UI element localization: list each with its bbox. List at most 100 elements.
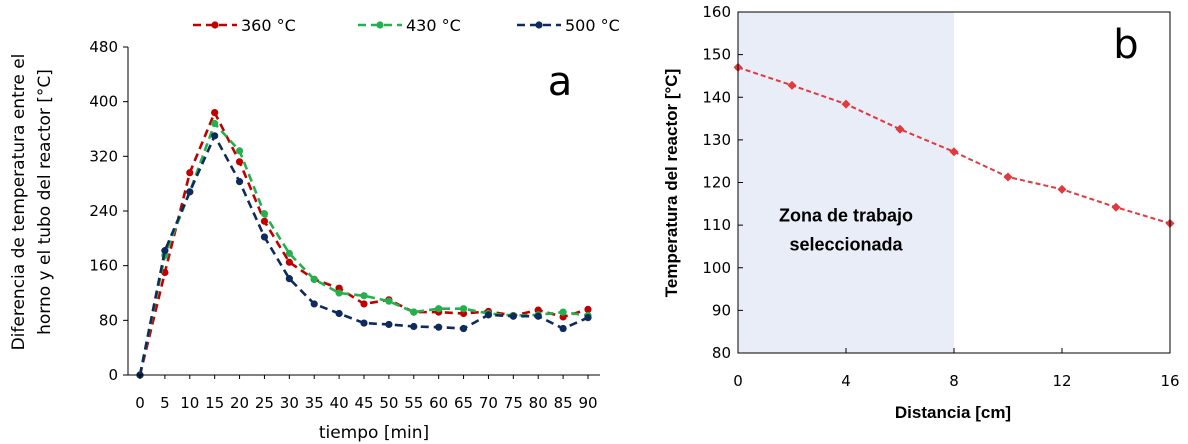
- series-1: [733, 62, 1175, 228]
- legend-marker: [376, 21, 384, 29]
- y-tick-label: 140: [702, 88, 731, 106]
- legend-item: 360 °C: [193, 16, 296, 35]
- data-point: [1057, 184, 1067, 194]
- y-tick-label: 160: [89, 257, 118, 275]
- data-point: [186, 188, 194, 196]
- x-tick-label: 8: [949, 372, 959, 390]
- data-point: [186, 169, 194, 177]
- legend: 360 °C 430 °C 500 °C: [193, 16, 620, 35]
- y-axis-label-line-2: horno y el tubo del reactor [°C]: [35, 69, 55, 335]
- data-point: [161, 268, 169, 277]
- x-tick-label: 45: [354, 394, 373, 412]
- data-point: [360, 300, 368, 308]
- x-tick-label: 55: [404, 394, 423, 412]
- panel-b-chart: Zona de trabajo seleccionada 80901001101…: [662, 3, 1180, 422]
- data-point: [410, 308, 418, 316]
- y-tick-label: 110: [702, 216, 731, 234]
- x-tick-label: 90: [578, 394, 597, 412]
- legend-marker: [211, 21, 219, 29]
- data-point: [459, 305, 468, 313]
- y-tick-label: 150: [702, 46, 731, 64]
- x-tick-label: 80: [529, 394, 548, 412]
- data-point: [211, 132, 219, 140]
- legend-item: 500 °C: [517, 16, 620, 35]
- data-point: [534, 312, 542, 320]
- data-point: [435, 305, 443, 313]
- y-tick-label: 100: [702, 259, 731, 277]
- y-tick-label: 90: [712, 301, 731, 319]
- axes: [737, 11, 1171, 354]
- x-tick-label: 0: [733, 372, 743, 390]
- legend-marker: [535, 21, 543, 29]
- x-tick-label: 10: [180, 394, 199, 412]
- data-point: [285, 275, 293, 283]
- panel-label: b: [1113, 22, 1138, 68]
- x-tick-label: 4: [841, 372, 851, 390]
- data-point: [335, 289, 343, 297]
- data-point: [841, 99, 851, 109]
- data-point: [310, 300, 318, 308]
- data-point: [509, 312, 517, 320]
- y-tick-label: 160: [702, 3, 731, 21]
- y-axis-label-line-1: Diferencia de temperatura entre el: [9, 54, 29, 351]
- data-point: [559, 308, 567, 316]
- data-point: [360, 319, 368, 327]
- work-zone-label-line-2: seleccionada: [789, 235, 903, 255]
- x-tick-label: 30: [280, 394, 299, 412]
- x-tick-label: 50: [379, 394, 398, 412]
- data-point: [211, 109, 219, 117]
- data-point: [310, 275, 318, 283]
- x-tick-label: 35: [305, 394, 324, 412]
- x-tick-label: 70: [479, 394, 498, 412]
- x-axis-label: Distancia [cm]: [895, 403, 1011, 422]
- y-tick-label: 320: [89, 147, 118, 165]
- y-tick-label: 120: [702, 174, 731, 192]
- x-tick-label: 12: [1052, 372, 1071, 390]
- data-point: [1003, 172, 1013, 182]
- legend-label: 360 °C: [241, 16, 296, 35]
- data-point: [235, 178, 244, 186]
- data-point: [385, 297, 393, 305]
- data-point: [410, 322, 418, 331]
- series-group: [733, 62, 1175, 228]
- data-point: [787, 80, 797, 90]
- data-point: [235, 147, 244, 155]
- x-tick-label: 0: [135, 394, 145, 412]
- x-tick-label: 25: [255, 394, 274, 412]
- data-point: [285, 249, 293, 257]
- series-3: [136, 132, 592, 379]
- data-point: [584, 314, 592, 322]
- series-line: [138, 121, 589, 376]
- x-tick-label: 40: [330, 394, 349, 412]
- axes: [123, 46, 600, 379]
- y-tick-label: 80: [712, 344, 731, 362]
- data-point: [360, 292, 368, 300]
- data-point: [484, 311, 493, 319]
- y-tick-label: 240: [89, 202, 118, 220]
- y-axis-label: Temperatura del reactor [°C]: [662, 69, 681, 298]
- x-tick-label: 85: [554, 394, 573, 412]
- work-zone-label-line-1: Zona de trabajo: [779, 206, 913, 226]
- x-tick-label: 5: [160, 394, 170, 412]
- data-point: [285, 258, 293, 266]
- series-line: [138, 132, 589, 376]
- data-point: [211, 119, 219, 128]
- data-point: [260, 233, 269, 241]
- data-point: [559, 324, 567, 333]
- x-tick-label: 60: [429, 394, 448, 412]
- data-point: [260, 210, 269, 218]
- selected-work-zone: [738, 12, 954, 353]
- legend-label: 430 °C: [406, 16, 461, 35]
- x-tick-label: 15: [205, 394, 224, 412]
- y-tick-label: 0: [108, 366, 118, 384]
- x-tick-label: 65: [454, 394, 473, 412]
- data-point: [949, 147, 959, 157]
- data-point: [260, 217, 269, 225]
- x-tick-label: 16: [1160, 372, 1179, 390]
- legend-label: 500 °C: [565, 16, 620, 35]
- panel-label: a: [548, 59, 573, 105]
- data-point: [895, 124, 905, 134]
- series-group: [136, 109, 592, 379]
